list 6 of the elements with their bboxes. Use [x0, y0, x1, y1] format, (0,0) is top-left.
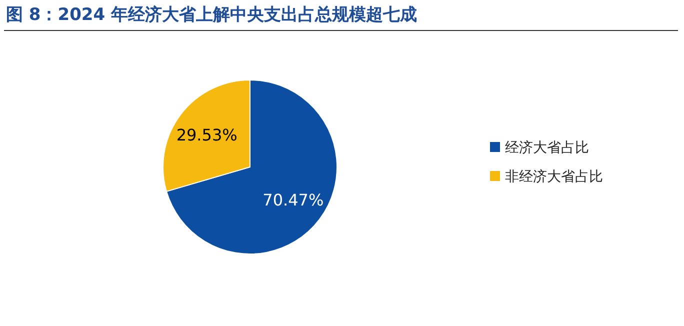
legend-label: 经济大省占比 — [505, 140, 589, 156]
pie-slice — [166, 80, 338, 254]
chart-title: 图 8：2024 年经济大省上解中央支出占总规模超七成 — [6, 5, 417, 25]
data-label: 70.47% — [262, 190, 324, 210]
legend-label: 非经济大省占比 — [505, 169, 603, 185]
data-label: 29.53% — [176, 126, 238, 145]
